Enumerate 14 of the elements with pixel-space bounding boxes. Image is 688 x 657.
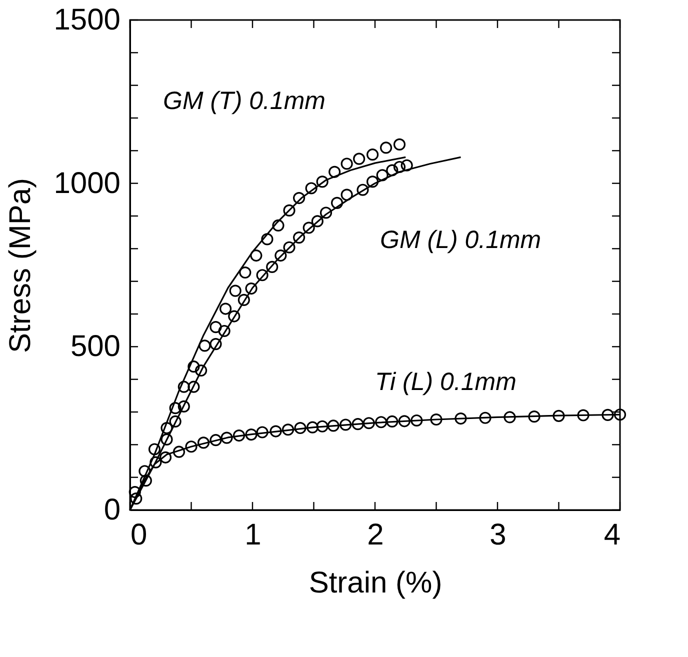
y-tick-label: 1000 bbox=[54, 166, 120, 200]
annotation: Ti (L) 0.1mm bbox=[375, 368, 516, 396]
x-tick-label: 1 bbox=[244, 518, 262, 552]
x-tick-label: 2 bbox=[367, 518, 384, 552]
x-axis-title: Strain (%) bbox=[308, 566, 442, 600]
x-tick-label: 4 bbox=[604, 518, 620, 552]
x-tick-label: 3 bbox=[490, 518, 506, 552]
x-tick-label: 0 bbox=[130, 518, 148, 552]
annotation: GM (T) 0.1mm bbox=[163, 87, 326, 115]
y-tick-label: 500 bbox=[70, 330, 120, 364]
y-tick-label: 1500 bbox=[54, 4, 120, 36]
annotation: GM (L) 0.1mm bbox=[380, 226, 542, 254]
y-axis-title: Stress (MPa) bbox=[4, 178, 37, 354]
y-tick-label: 0 bbox=[104, 494, 120, 526]
